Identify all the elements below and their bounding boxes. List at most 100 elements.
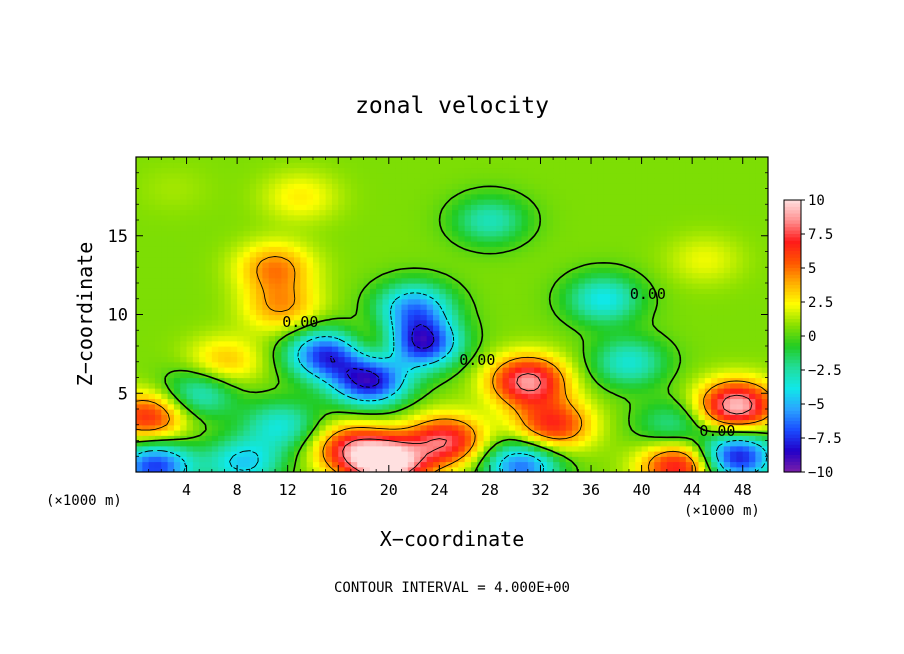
heatmap-cell	[521, 372, 529, 379]
heatmap-cell	[698, 251, 706, 258]
heatmap-cell	[382, 466, 390, 472]
heatmap-cell	[161, 403, 169, 410]
heatmap-cell	[218, 435, 226, 442]
heatmap-cell	[698, 451, 706, 457]
heatmap-cell	[325, 283, 333, 289]
heatmap-cell	[224, 372, 232, 379]
heatmap-cell	[755, 456, 763, 463]
heatmap-cell	[319, 435, 327, 442]
heatmap-cell	[300, 409, 308, 415]
heatmap-cell	[622, 256, 630, 263]
heatmap-cell	[673, 251, 681, 258]
heatmap-cell	[483, 388, 491, 394]
heatmap-cell	[723, 440, 731, 447]
heatmap-cell	[742, 325, 750, 331]
heatmap-cell	[262, 335, 270, 342]
heatmap-cell	[142, 209, 150, 216]
heatmap-cell	[711, 277, 719, 284]
heatmap-cell	[312, 288, 320, 295]
heatmap-cell	[584, 388, 592, 394]
heatmap-cell	[395, 209, 403, 216]
heatmap-cell	[647, 466, 655, 472]
heatmap-cell	[603, 424, 611, 431]
heatmap-cell	[565, 225, 573, 232]
heatmap-cell	[692, 241, 700, 247]
heatmap-cell	[470, 330, 478, 337]
heatmap-cell	[275, 298, 282, 305]
heatmap-cell	[559, 382, 567, 389]
heatmap-cell	[325, 241, 333, 247]
heatmap-cell	[382, 225, 390, 232]
heatmap-cell	[142, 340, 150, 347]
heatmap-cell	[458, 461, 466, 468]
heatmap-cell	[376, 456, 384, 463]
heatmap-cell	[477, 435, 485, 442]
heatmap-cell	[331, 325, 339, 331]
heatmap-cell	[679, 361, 687, 368]
heatmap-cell	[237, 351, 245, 358]
heatmap-cell	[249, 241, 257, 247]
heatmap-cell	[426, 277, 434, 284]
heatmap-cell	[262, 225, 270, 232]
heatmap-cell	[635, 293, 643, 300]
heatmap-cell	[192, 293, 200, 300]
heatmap-cell	[685, 440, 693, 447]
heatmap-cell	[294, 351, 301, 358]
heatmap-cell	[256, 351, 263, 358]
heatmap-cell	[199, 361, 207, 368]
heatmap-cell	[540, 251, 548, 258]
heatmap-cell	[186, 430, 194, 436]
heatmap-cell	[268, 445, 276, 452]
heatmap-cell	[717, 424, 725, 431]
heatmap-cell	[730, 451, 737, 457]
heatmap-cell	[382, 461, 390, 468]
heatmap-cell	[287, 372, 295, 379]
heatmap-cell	[692, 246, 700, 253]
heatmap-cell	[230, 451, 238, 457]
heatmap-cell	[319, 241, 327, 247]
heatmap-cell	[723, 246, 731, 253]
heatmap-cell	[426, 272, 434, 279]
heatmap-cell	[452, 356, 459, 363]
heatmap-cell	[521, 440, 529, 447]
heatmap-cell	[218, 351, 226, 358]
heatmap-cell	[761, 304, 768, 310]
heatmap-cell	[673, 262, 681, 268]
heatmap-cell	[616, 246, 624, 253]
heatmap-cell	[262, 267, 270, 274]
heatmap-cell	[439, 466, 447, 472]
heatmap-cell	[666, 403, 674, 410]
heatmap-cell	[717, 361, 725, 368]
heatmap-cell	[420, 272, 428, 279]
heatmap-cell	[350, 225, 358, 232]
heatmap-cell	[723, 372, 731, 379]
heatmap-cell	[186, 220, 194, 226]
heatmap-cell	[584, 361, 592, 368]
heatmap-cell	[281, 277, 289, 284]
heatmap-cell	[628, 277, 636, 284]
heatmap-cell	[376, 298, 384, 305]
heatmap-cell	[610, 309, 617, 316]
heatmap-cell	[180, 440, 188, 447]
heatmap-cell	[445, 262, 453, 268]
heatmap-cell	[572, 319, 579, 326]
heatmap-cell	[199, 225, 207, 232]
heatmap-cell	[723, 230, 731, 237]
heatmap-cell	[180, 398, 188, 405]
heatmap-cell	[382, 382, 390, 389]
heatmap-cell	[357, 340, 365, 347]
heatmap-cell	[470, 225, 478, 232]
heatmap-cell	[414, 335, 421, 342]
heatmap-cell	[420, 403, 428, 410]
heatmap-cell	[698, 377, 706, 384]
heatmap-cell	[180, 340, 188, 347]
heatmap-cell	[452, 209, 459, 216]
heatmap-cell	[521, 403, 529, 410]
heatmap-cell	[357, 256, 365, 263]
heatmap-cell	[312, 351, 320, 358]
heatmap-cell	[224, 398, 232, 405]
heatmap-cell	[496, 309, 504, 316]
heatmap-cell	[243, 409, 251, 415]
heatmap-cell	[173, 293, 181, 300]
heatmap-cell	[224, 435, 232, 442]
